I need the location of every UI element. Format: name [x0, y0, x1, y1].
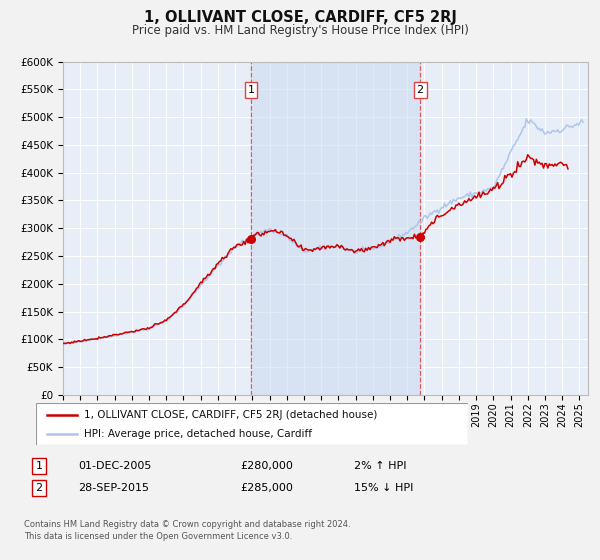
Text: £285,000: £285,000 [240, 483, 293, 493]
Text: Price paid vs. HM Land Registry's House Price Index (HPI): Price paid vs. HM Land Registry's House … [131, 24, 469, 36]
Text: £280,000: £280,000 [240, 461, 293, 471]
Bar [251, 62, 420, 395]
Text: 2% ↑ HPI: 2% ↑ HPI [354, 461, 407, 471]
Text: 1: 1 [35, 461, 43, 471]
Text: HPI: Average price, detached house, Cardiff: HPI: Average price, detached house, Card… [83, 429, 311, 439]
Text: 2: 2 [35, 483, 43, 493]
Text: 2: 2 [416, 85, 424, 95]
Text: 1, OLLIVANT CLOSE, CARDIFF, CF5 2RJ (detached house): 1, OLLIVANT CLOSE, CARDIFF, CF5 2RJ (det… [83, 409, 377, 419]
Text: 15% ↓ HPI: 15% ↓ HPI [354, 483, 413, 493]
Text: 01-DEC-2005: 01-DEC-2005 [78, 461, 151, 471]
Text: 1, OLLIVANT CLOSE, CARDIFF, CF5 2RJ: 1, OLLIVANT CLOSE, CARDIFF, CF5 2RJ [143, 10, 457, 25]
Text: Contains HM Land Registry data © Crown copyright and database right 2024.: Contains HM Land Registry data © Crown c… [24, 520, 350, 529]
Text: This data is licensed under the Open Government Licence v3.0.: This data is licensed under the Open Gov… [24, 532, 292, 541]
Text: 1: 1 [247, 85, 254, 95]
Text: 28-SEP-2015: 28-SEP-2015 [78, 483, 149, 493]
